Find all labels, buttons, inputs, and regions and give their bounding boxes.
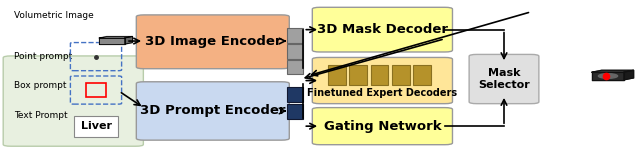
Circle shape [598,74,618,78]
Polygon shape [592,72,624,80]
Bar [328,65,346,85]
Text: Volumetric Image: Volumetric Image [14,11,94,21]
Polygon shape [99,36,132,38]
Text: 3D Prompt Encoder: 3D Prompt Encoder [140,104,285,117]
Text: Liver: Liver [81,121,111,131]
FancyBboxPatch shape [312,108,452,145]
FancyBboxPatch shape [312,7,452,52]
FancyBboxPatch shape [469,54,539,104]
Text: Box prompt: Box prompt [14,81,67,90]
Text: 3D Image Encoder: 3D Image Encoder [145,35,281,48]
Bar [413,65,431,85]
Text: Point prompt: Point prompt [14,52,72,61]
Polygon shape [624,70,634,80]
FancyBboxPatch shape [3,56,143,146]
Bar [74,116,118,137]
Bar [86,83,106,97]
Polygon shape [99,38,125,44]
Bar [392,65,410,85]
Text: Mask
Selector: Mask Selector [478,68,530,90]
Bar [287,87,303,102]
Polygon shape [125,36,132,44]
Text: Gating Network: Gating Network [324,120,441,133]
Bar [349,65,367,85]
FancyBboxPatch shape [312,57,452,104]
Text: 3D Mask Decoder: 3D Mask Decoder [317,23,448,36]
Bar [287,44,303,59]
Bar [371,65,388,85]
FancyBboxPatch shape [136,82,289,140]
Text: Text Prompt: Text Prompt [14,111,68,120]
Polygon shape [592,70,634,72]
Bar [287,28,303,43]
Bar [287,60,303,74]
FancyBboxPatch shape [136,15,289,69]
Text: Finetuned Expert Decoders: Finetuned Expert Decoders [307,88,458,98]
Bar [287,104,303,119]
